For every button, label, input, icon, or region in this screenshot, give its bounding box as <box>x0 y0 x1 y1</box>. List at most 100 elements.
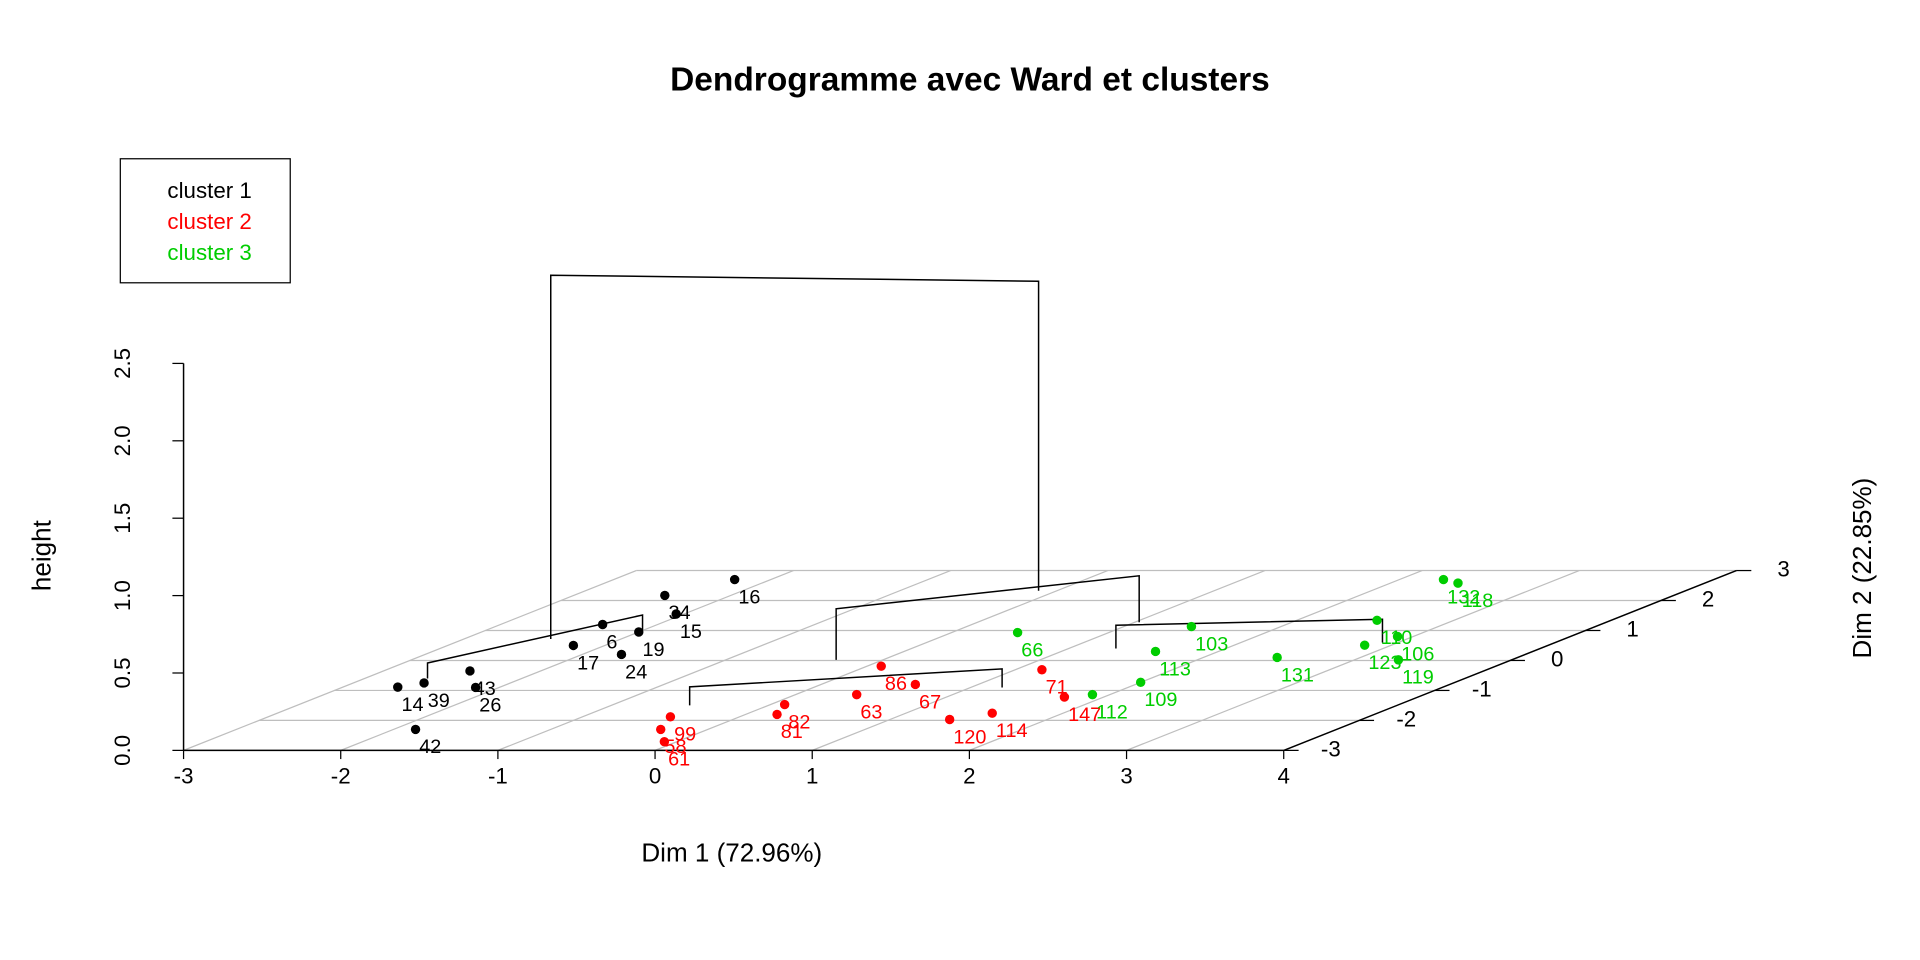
y-tick-label: 1 <box>1626 616 1638 641</box>
data-point <box>1372 615 1382 626</box>
point-label: 86 <box>885 673 907 695</box>
data-point <box>1359 640 1370 650</box>
y-tick-label: 3 <box>1777 556 1789 581</box>
y-tick-label: 2 <box>1702 586 1714 611</box>
data-point <box>910 679 921 690</box>
point-label: 118 <box>1462 590 1494 612</box>
z-tick-label: 1.5 <box>110 503 135 534</box>
legend-label: cluster 1 <box>167 178 251 203</box>
z-tick-label: 0.0 <box>110 735 135 766</box>
z-tick-label: 1.0 <box>110 580 135 611</box>
dendrogram <box>426 274 1384 706</box>
data-point <box>597 619 608 630</box>
data-point <box>568 640 579 651</box>
data-point <box>1453 578 1463 588</box>
point-label: 99 <box>674 724 696 746</box>
point-label: 120 <box>953 726 986 748</box>
x-tick-label: -1 <box>488 764 508 789</box>
x-tick-label: -3 <box>174 764 194 789</box>
data-point <box>772 709 782 720</box>
data-point <box>465 666 475 676</box>
data-point <box>987 708 997 718</box>
data-point <box>1272 652 1282 663</box>
y-axis-label: Dim 2 (22.85%) <box>1847 478 1877 659</box>
data-point <box>659 736 670 747</box>
point-label: 26 <box>479 694 501 716</box>
data-point <box>1135 677 1146 688</box>
data-point <box>660 590 670 601</box>
point-label: 63 <box>860 701 882 723</box>
point-label: 6 <box>606 631 617 653</box>
point-label: 147 <box>1068 704 1101 726</box>
point-label: 103 <box>1195 633 1228 655</box>
data-point <box>419 678 429 688</box>
point-label: 14 <box>401 694 423 716</box>
point-label: 16 <box>738 586 760 608</box>
point-label: 67 <box>919 691 941 713</box>
data-point <box>1087 689 1098 700</box>
point-label: 113 <box>1159 658 1191 680</box>
y-tick-label: -2 <box>1396 706 1416 731</box>
legend: cluster 1 cluster 2 cluster 3 <box>119 158 291 284</box>
data-point <box>851 689 862 700</box>
x-axis-label: Dim 1 (72.96%) <box>641 837 822 867</box>
data-point <box>656 724 666 735</box>
point-label: 132 <box>1447 586 1480 608</box>
x-tick-label: 1 <box>806 764 818 789</box>
x-tick-label: 4 <box>1278 764 1290 789</box>
data-point <box>944 714 955 725</box>
data-point <box>779 699 790 710</box>
point-label: 109 <box>1144 689 1177 711</box>
point-label: 131 <box>1281 664 1314 686</box>
point-label: 58 <box>664 736 686 758</box>
z-tick-label: 2.5 <box>110 348 135 379</box>
data-point <box>665 712 676 722</box>
data-point <box>671 609 681 619</box>
dendrogram-link <box>835 574 1140 660</box>
data-point <box>393 682 403 692</box>
point-label: 43 <box>474 678 496 700</box>
y-tick-label: 0 <box>1551 646 1563 671</box>
point-label: 61 <box>668 749 690 771</box>
x-tick-label: 0 <box>649 764 661 789</box>
point-label: 39 <box>428 690 450 712</box>
data-point <box>1150 646 1161 657</box>
legend-label: cluster 2 <box>167 209 251 234</box>
point-label: 123 <box>1368 652 1401 674</box>
point-label: 66 <box>1021 639 1043 661</box>
legend-label: cluster 3 <box>167 240 251 265</box>
x-tick-label: 3 <box>1120 764 1132 789</box>
dendrogram-link <box>1115 618 1384 649</box>
data-point <box>470 682 481 693</box>
point-label: 15 <box>680 621 702 643</box>
point-label: 114 <box>996 720 1028 742</box>
data-point <box>1392 631 1403 642</box>
legend-box <box>119 158 291 284</box>
data-point <box>616 649 627 660</box>
point-label: 119 <box>1402 667 1434 689</box>
data-point <box>1059 692 1070 702</box>
grid <box>183 569 1737 752</box>
data-point <box>634 627 644 637</box>
point-label: 82 <box>788 711 810 733</box>
point-label: 42 <box>419 736 441 758</box>
data-point <box>876 661 886 671</box>
dendrogram-link <box>426 614 644 679</box>
point-label: 24 <box>625 661 647 683</box>
dendrogram-link <box>688 668 1003 706</box>
x-tick-label: 2 <box>963 764 975 789</box>
data-point <box>1393 655 1404 665</box>
data-point <box>1012 627 1023 638</box>
data-point <box>1037 665 1047 675</box>
z-tick-label: 0.5 <box>110 657 135 688</box>
y-tick-label: -3 <box>1321 736 1341 761</box>
points: 1642143415171943392624699618286120147631… <box>393 574 1494 771</box>
y-tick-label: -1 <box>1472 676 1492 701</box>
point-label: 106 <box>1401 643 1434 665</box>
point-label: 71 <box>1046 677 1068 699</box>
x-tick-label: -2 <box>331 764 351 789</box>
